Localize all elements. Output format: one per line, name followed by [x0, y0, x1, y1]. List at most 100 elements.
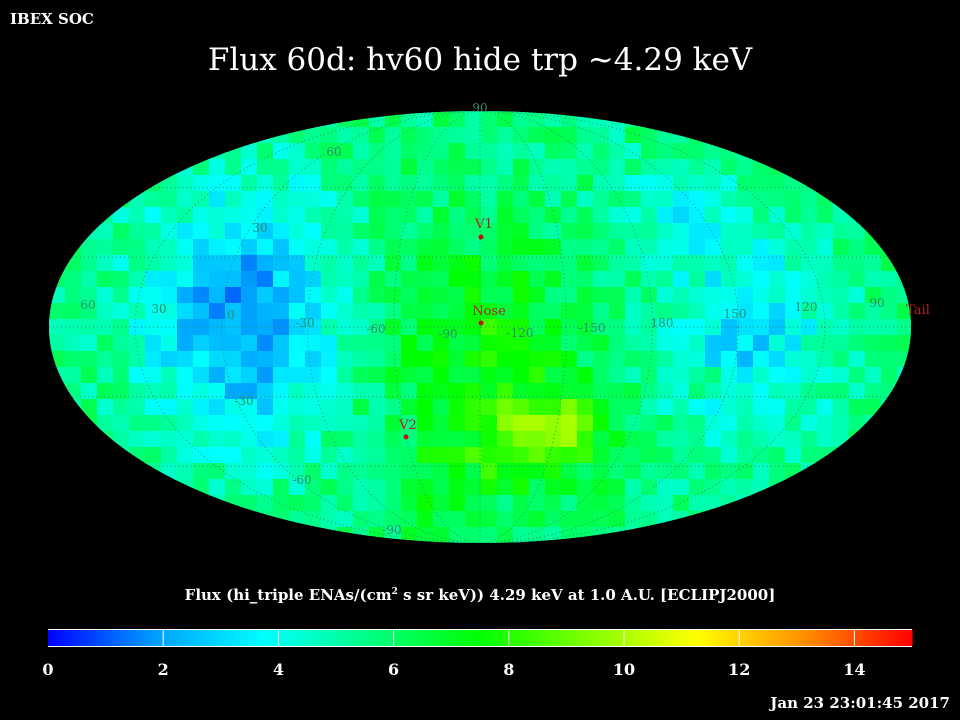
flux-cell [625, 175, 642, 192]
flux-cell [369, 175, 386, 192]
flux-cell [65, 255, 82, 272]
flux-cell [609, 175, 626, 192]
flux-cell [801, 399, 818, 416]
flux-cell [465, 143, 482, 160]
flux-cell [289, 479, 306, 496]
flux-cell [481, 399, 498, 416]
flux-cell [145, 479, 162, 496]
flux-cell [417, 335, 434, 352]
flux-cell [145, 351, 162, 368]
colorbar-segment [352, 630, 357, 646]
flux-cell [817, 527, 834, 543]
lon-label-150: 150 [724, 307, 747, 321]
colorbar-segment [592, 630, 597, 646]
flux-cell [241, 367, 258, 384]
flux-cell [433, 287, 450, 304]
flux-cell [593, 479, 610, 496]
colorbar-segment [664, 630, 669, 646]
flux-cell [785, 383, 802, 400]
flux-cell [529, 335, 546, 352]
flux-cell [289, 495, 306, 512]
flux-cell [497, 351, 514, 368]
flux-cell [593, 383, 610, 400]
flux-cell [833, 175, 850, 192]
flux-cell [241, 447, 258, 464]
flux-cell [721, 191, 738, 208]
flux-cell [305, 287, 322, 304]
flux-cell [545, 431, 562, 448]
flux-cell [161, 527, 178, 543]
flux-cell [721, 351, 738, 368]
flux-cell [385, 431, 402, 448]
colorbar-segment [744, 630, 749, 646]
flux-cell [737, 175, 754, 192]
flux-cell [673, 159, 690, 176]
flux-cell [337, 223, 354, 240]
colorbar-segment [872, 630, 877, 646]
flux-cell [81, 383, 98, 400]
flux-cell [817, 159, 834, 176]
flux-cell [625, 495, 642, 512]
flux-cell [753, 111, 770, 128]
colorbar-tick-12: 12 [728, 660, 751, 679]
corner-label: IBEX SOC [10, 10, 94, 28]
colorbar-segment [556, 630, 561, 646]
flux-cell [417, 287, 434, 304]
flux-cell [385, 479, 402, 496]
flux-cell [625, 511, 642, 528]
flux-cell [65, 159, 82, 176]
flux-cell [753, 367, 770, 384]
flux-cell [849, 287, 866, 304]
flux-cell [769, 271, 786, 288]
flux-cell [545, 399, 562, 416]
flux-cell [881, 367, 898, 384]
flux-cell [737, 431, 754, 448]
flux-cell [721, 367, 738, 384]
flux-cell [753, 511, 770, 528]
flux-cell [561, 431, 578, 448]
flux-cell [769, 159, 786, 176]
flux-cell [897, 351, 911, 368]
flux-cell [849, 111, 866, 128]
flux-cell [753, 303, 770, 320]
colorbar-segment [668, 630, 673, 646]
flux-cell [657, 463, 674, 480]
colorbar-segment [84, 630, 89, 646]
flux-cell [625, 447, 642, 464]
flux-cell [273, 463, 290, 480]
lon-label-60: 60 [80, 298, 95, 312]
flux-cell [641, 383, 658, 400]
flux-cell [225, 399, 242, 416]
flux-cell [65, 479, 82, 496]
colorbar-segment [836, 630, 841, 646]
flux-cell [257, 335, 274, 352]
flux-cell [753, 287, 770, 304]
colorbar-segment [256, 630, 261, 646]
flux-cell [177, 351, 194, 368]
flux-cell [673, 527, 690, 543]
flux-cell [449, 463, 466, 480]
flux-cell [465, 191, 482, 208]
flux-cell [753, 351, 770, 368]
flux-cell [465, 207, 482, 224]
flux-cell [257, 191, 274, 208]
flux-cell [369, 399, 386, 416]
colorbar-segment [712, 630, 717, 646]
flux-cell [465, 351, 482, 368]
colorbar-segment [100, 630, 105, 646]
flux-cell [625, 399, 642, 416]
flux-cell [129, 175, 146, 192]
flux-cell [337, 479, 354, 496]
flux-cell [209, 511, 226, 528]
flux-cell [689, 335, 706, 352]
flux-cell [481, 127, 498, 144]
colorbar-segment [272, 630, 277, 646]
flux-cell [129, 271, 146, 288]
flux-cell [65, 431, 82, 448]
flux-cell [641, 207, 658, 224]
flux-cell [401, 143, 418, 160]
flux-cell [465, 127, 482, 144]
flux-cell [241, 191, 258, 208]
colorbar-segment [572, 630, 577, 646]
